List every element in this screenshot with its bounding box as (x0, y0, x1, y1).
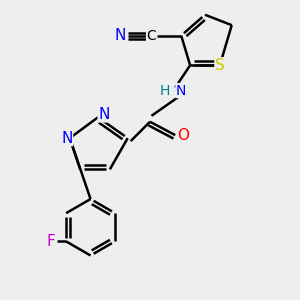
Text: N: N (61, 130, 73, 146)
Text: H: H (160, 84, 170, 98)
Text: S: S (215, 58, 225, 73)
Text: O: O (177, 128, 189, 142)
Text: F: F (47, 234, 56, 249)
Text: C: C (147, 28, 156, 43)
Text: N: N (98, 107, 110, 122)
Text: N: N (176, 84, 186, 98)
Text: N: N (115, 28, 126, 43)
